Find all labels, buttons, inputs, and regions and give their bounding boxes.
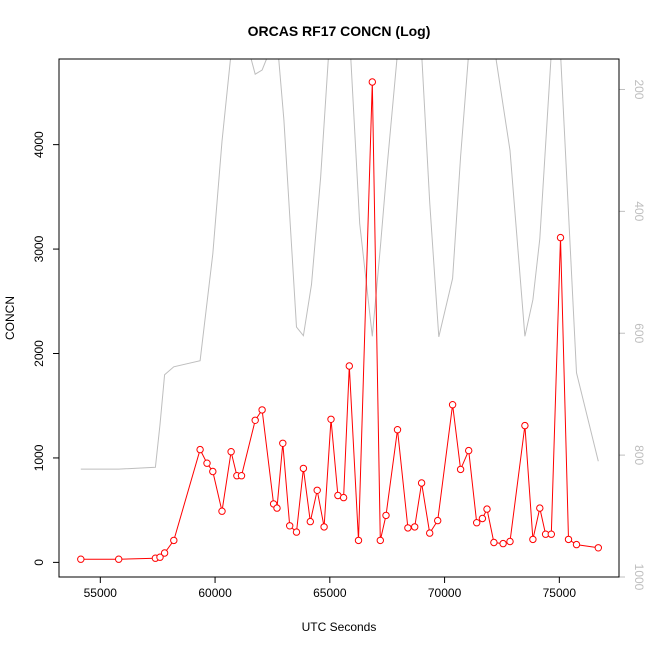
y2-tick-label: 200 — [632, 79, 646, 99]
y-tick-label: 3000 — [32, 235, 46, 262]
concn-data-point — [434, 516, 442, 525]
concn-data-point — [313, 486, 321, 494]
x-tick-label: 75000 — [543, 586, 577, 600]
concn-data-point — [521, 421, 529, 430]
y-tick-label: 0 — [32, 559, 46, 566]
concn-data-point — [368, 78, 376, 86]
plot-area: 55000 60000 65000 70000 75000 0 1000 2000 3000 40… — [32, 59, 646, 600]
concn-data-point — [417, 479, 426, 487]
concn-data-point — [306, 517, 314, 526]
concn-data-point — [156, 553, 164, 561]
y2-tick-label: 600 — [632, 323, 646, 343]
y-axis-label: CONCN — [3, 296, 17, 340]
concn-data-point — [473, 519, 481, 527]
concn-data-point — [556, 233, 565, 242]
y-tick-label: 1000 — [32, 444, 46, 471]
concn-data-point — [251, 416, 259, 424]
concn-data-point — [393, 426, 402, 434]
y2-tick-label: 800 — [632, 445, 646, 465]
concn-data-point — [227, 448, 235, 456]
concn-data-point — [160, 549, 169, 557]
secondary-series-line — [80, 59, 599, 470]
y2-tick-label: 400 — [632, 201, 646, 221]
concn-data-point — [218, 507, 226, 515]
concn-data-point — [478, 514, 487, 523]
y2-tick-label: 1000 — [632, 564, 646, 591]
series-layer — [77, 59, 602, 563]
concn-data-point — [382, 511, 390, 520]
y-tick-label: 4000 — [32, 131, 46, 158]
concn-data-point — [354, 536, 363, 545]
concn-data-point — [594, 544, 602, 552]
plot-frame — [58, 58, 620, 578]
concn-data-point — [273, 504, 281, 512]
concn-data-point — [299, 464, 308, 473]
concn-data-point — [456, 465, 465, 474]
concn-data-point — [292, 528, 301, 536]
concn-data-point — [483, 505, 491, 513]
concn-data-point — [196, 445, 204, 454]
x-tick-label: 70000 — [428, 586, 462, 600]
chart-title: ORCAS RF17 CONCN (Log) — [248, 23, 431, 39]
concn-data-point — [547, 530, 555, 538]
concn-data-point — [115, 555, 123, 563]
concn-data-point — [320, 523, 328, 531]
y-tick-label: 2000 — [32, 340, 46, 367]
concn-data-point — [279, 439, 287, 447]
x-tick-label: 60000 — [198, 586, 232, 600]
concn-data-point — [506, 537, 514, 546]
concn-data-point — [258, 406, 266, 414]
concn-data-point — [237, 472, 246, 480]
concn-data-point — [345, 362, 353, 370]
concn-data-point — [490, 538, 498, 547]
concn-data-point — [203, 459, 211, 467]
concn-data-point — [170, 536, 178, 545]
concn-data-point — [536, 504, 544, 512]
x-tick-label: 55000 — [84, 586, 118, 600]
concn-data-point — [572, 540, 581, 549]
concn-data-point — [564, 535, 573, 544]
concn-data-point — [404, 524, 412, 532]
concn-data-point — [286, 522, 294, 530]
concn-data-point — [499, 539, 507, 548]
concn-data-point — [529, 535, 537, 544]
concn-data-point — [465, 446, 473, 455]
x-tick-label: 65000 — [313, 586, 347, 600]
concn-data-point — [339, 493, 348, 502]
x-axis-label: UTC Seconds — [302, 620, 377, 634]
concn-data-point — [448, 401, 457, 409]
concn-data-point — [376, 536, 384, 545]
concn-data-point — [426, 529, 434, 537]
concn-data-point — [411, 523, 419, 531]
concn-data-point — [209, 467, 217, 476]
concn-data-point — [77, 555, 85, 563]
concn-data-point — [327, 415, 335, 423]
